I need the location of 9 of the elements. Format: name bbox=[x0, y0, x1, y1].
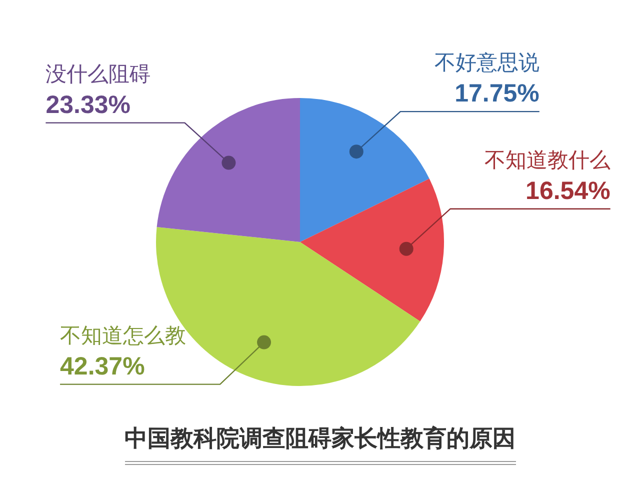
data-label: 16.54% bbox=[526, 176, 610, 205]
slice-label: 没什么阻碍 bbox=[46, 62, 151, 86]
data-label: 17.75% bbox=[454, 80, 540, 108]
text: 中国教科院调查阻碍家长性教育的原因 bbox=[124, 424, 516, 454]
slice-label: 不知道教什么 bbox=[484, 148, 610, 172]
slice-label: 不好意思说 bbox=[434, 50, 540, 75]
data-label: 23.33% bbox=[46, 90, 130, 119]
slice-label: 不知道怎么教 bbox=[60, 323, 186, 348]
data-label: 42.37% bbox=[60, 352, 145, 380]
